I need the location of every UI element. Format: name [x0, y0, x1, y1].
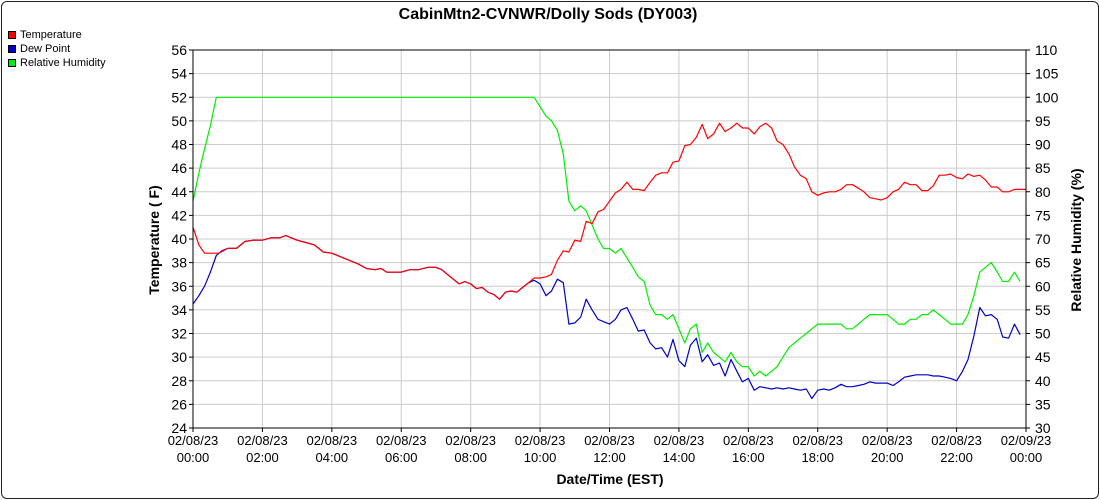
y-tick-label: 52: [171, 89, 187, 105]
x-tick-date: 02/08/23: [307, 433, 358, 448]
y-tick-label: 48: [171, 137, 187, 153]
y2-tick-label: 75: [1035, 207, 1051, 223]
legend-swatch-relative-humidity: [8, 59, 16, 67]
x-tick-time: 06:00: [385, 450, 418, 465]
x-axis-ticks: 02/08/23 00:00 02/08/23 02:00 02/08/23 04:00 0…: [168, 428, 1052, 465]
y2-tick-label: 70: [1035, 231, 1051, 247]
series-lines: [192, 96, 1026, 400]
y-axis-label: Temperature ( F): [146, 185, 162, 294]
legend-item-dew-point: Dew Point: [8, 42, 106, 56]
x-tick-date: 02/08/23: [723, 433, 774, 448]
x-tick-date: 02/08/23: [931, 433, 982, 448]
y2-axis-ticks: 30 35 40 45 50 55 60 65 70 75 80 85 90 95 100 105 110: [1026, 42, 1059, 436]
y2-tick-label: 95: [1035, 113, 1051, 129]
y2-tick-label: 85: [1035, 160, 1051, 176]
x-tick-date: 02/08/23: [515, 433, 566, 448]
x-tick-date: 02/08/23: [584, 433, 635, 448]
x-tick-time: 10:00: [524, 450, 557, 465]
y-tick-label: 26: [171, 396, 187, 412]
series-line-dew-point: [192, 234, 1021, 400]
chart-title: CabinMtn2-CVNWR/Dolly Sods (DY003): [399, 6, 698, 23]
y-tick-label: 54: [171, 66, 187, 82]
x-tick-time: 18:00: [801, 450, 834, 465]
x-tick-time: 02:00: [246, 450, 279, 465]
legend-label-dew-point: Dew Point: [20, 43, 71, 55]
legend-swatch-dew-point: [8, 45, 16, 53]
y2-tick-label: 35: [1035, 396, 1051, 412]
x-tick-time: 00:00: [177, 450, 210, 465]
y2-tick-label: 100: [1035, 89, 1059, 105]
y2-tick-label: 50: [1035, 326, 1051, 342]
x-tick-time: 20:00: [871, 450, 904, 465]
legend: Temperature Dew Point Relative Humidity: [8, 28, 106, 70]
x-tick-date: 02/08/23: [168, 433, 219, 448]
y-tick-label: 50: [171, 113, 187, 129]
legend-item-temperature: Temperature: [8, 28, 106, 42]
legend-swatch-temperature: [8, 31, 16, 39]
x-tick-time: 08:00: [454, 450, 487, 465]
x-axis-label: Date/Time (EST): [556, 471, 663, 487]
x-tick-date: 02/08/23: [862, 433, 913, 448]
x-tick-date: 02/08/23: [376, 433, 427, 448]
y-tick-label: 34: [171, 302, 187, 318]
x-tick-date: 02/08/23: [445, 433, 496, 448]
y2-tick-label: 105: [1035, 66, 1059, 82]
y2-tick-label: 55: [1035, 302, 1051, 318]
y2-axis-label: Relative Humidity (%): [1068, 168, 1084, 311]
x-tick-date: 02/09/23: [1001, 433, 1052, 448]
x-tick-date: 02/08/23: [654, 433, 705, 448]
x-tick-time: 16:00: [732, 450, 765, 465]
series-line-relative-humidity: [192, 96, 1021, 377]
series-line-temperature: [192, 122, 1026, 300]
y2-tick-label: 65: [1035, 255, 1051, 271]
y-tick-label: 40: [171, 231, 187, 247]
y-tick-label: 44: [171, 184, 187, 200]
y-tick-label: 28: [171, 373, 187, 389]
y2-tick-label: 45: [1035, 349, 1051, 365]
y2-tick-label: 90: [1035, 137, 1051, 153]
y-tick-label: 32: [171, 326, 187, 342]
y2-tick-label: 30: [1035, 420, 1051, 436]
x-tick-time: 22:00: [940, 450, 973, 465]
x-tick-time: 00:00: [1010, 450, 1043, 465]
x-tick-date: 02/08/23: [792, 433, 843, 448]
y-tick-label: 24: [171, 420, 187, 436]
y-tick-label: 30: [171, 349, 187, 365]
x-tick-time: 14:00: [663, 450, 696, 465]
x-tick-time: 04:00: [316, 450, 349, 465]
grid: [192, 49, 1027, 429]
y-tick-label: 56: [171, 42, 187, 58]
y2-tick-label: 40: [1035, 373, 1051, 389]
y2-tick-label: 80: [1035, 184, 1051, 200]
legend-item-relative-humidity: Relative Humidity: [8, 56, 106, 70]
y-tick-label: 36: [171, 278, 187, 294]
x-tick-date: 02/08/23: [237, 433, 288, 448]
y2-tick-label: 110: [1035, 42, 1058, 58]
y-tick-label: 46: [171, 160, 187, 176]
legend-label-temperature: Temperature: [20, 29, 82, 41]
x-tick-time: 12:00: [593, 450, 626, 465]
legend-label-relative-humidity: Relative Humidity: [20, 57, 106, 69]
y-tick-label: 38: [171, 255, 187, 271]
y-tick-label: 42: [171, 207, 187, 223]
y2-tick-label: 60: [1035, 278, 1051, 294]
y-axis-ticks: 24 26 28 30 32 34 36 38 40 42 44 46 48 50 52 54 56: [171, 42, 193, 436]
